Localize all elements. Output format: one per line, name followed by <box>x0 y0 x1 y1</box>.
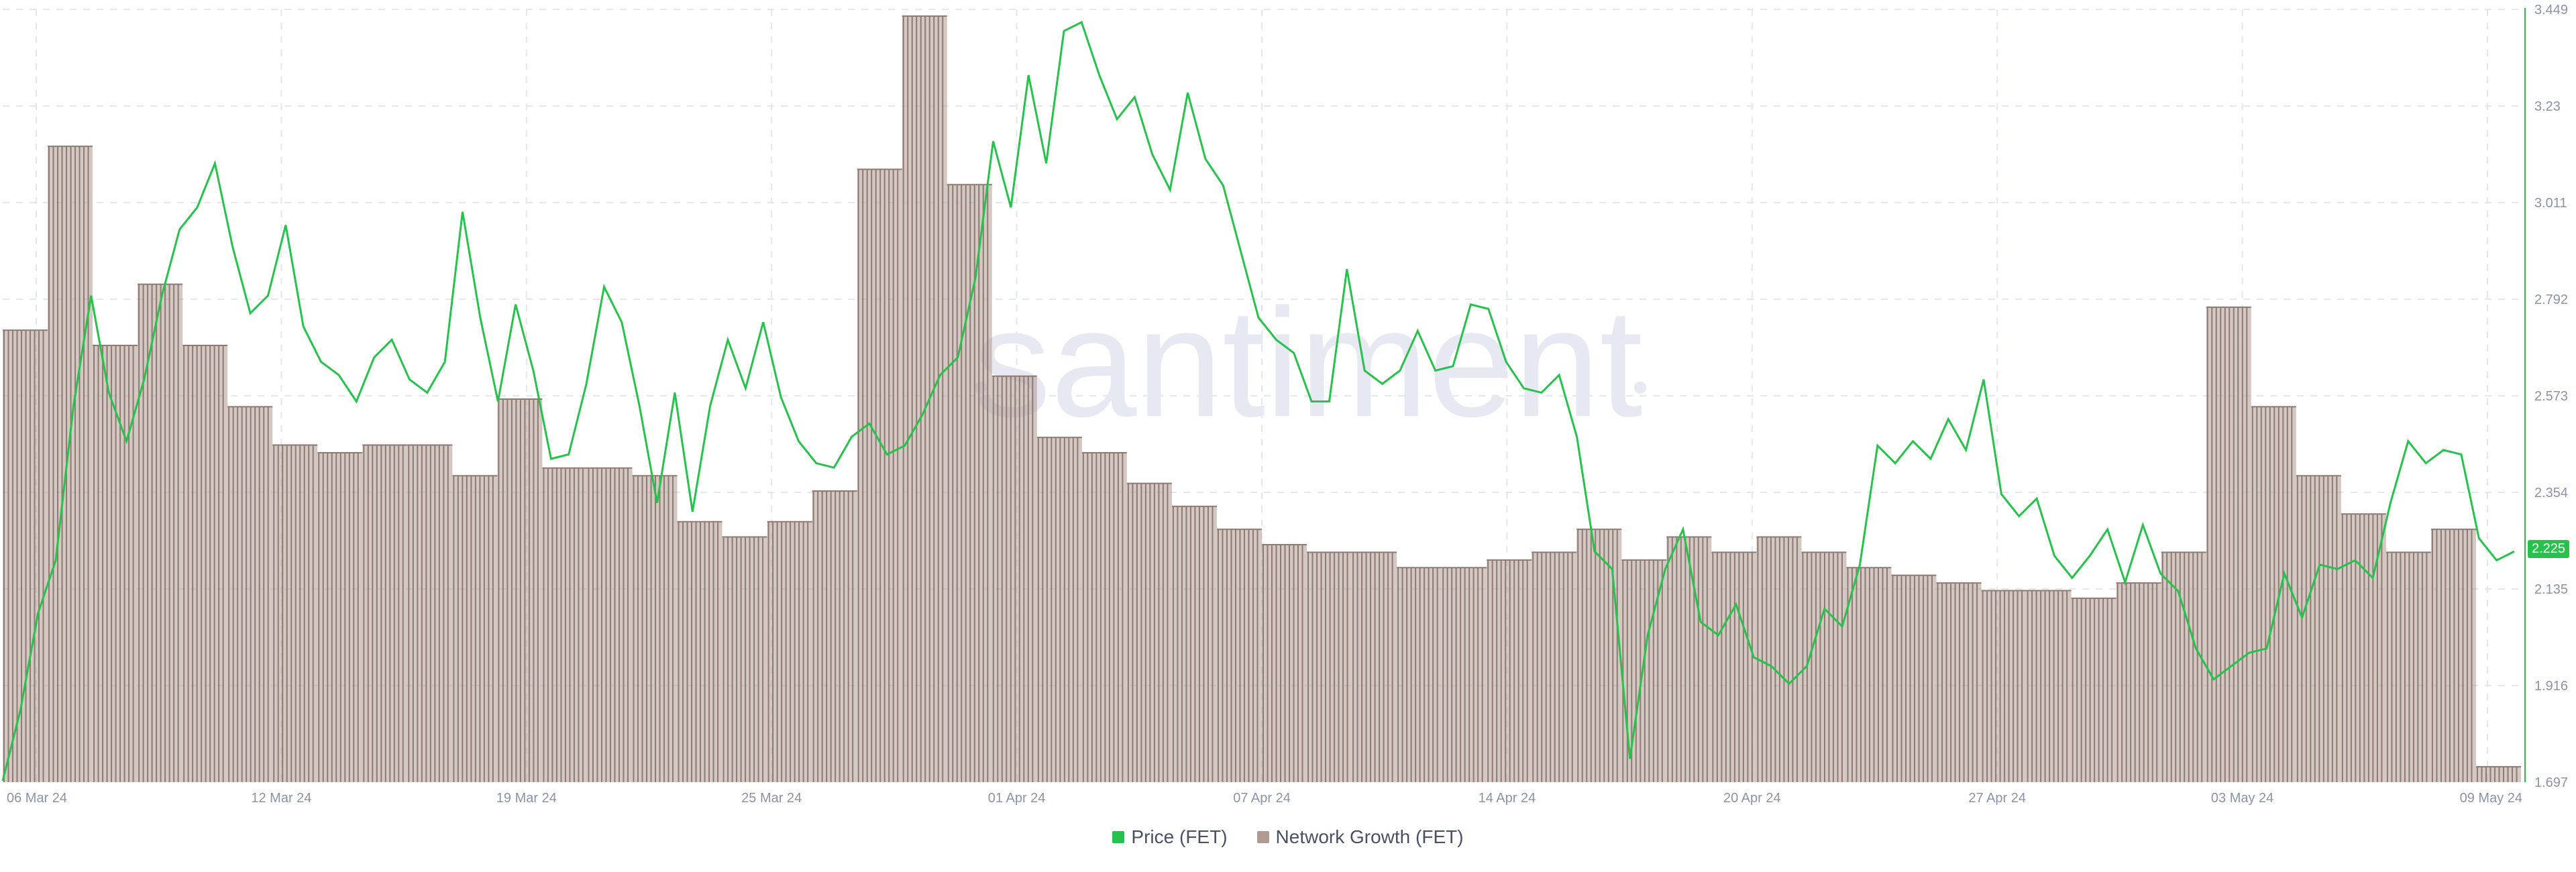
network-growth-bar[interactable] <box>677 521 722 782</box>
network-growth-bar[interactable] <box>1126 482 1172 782</box>
network-growth-bar[interactable] <box>767 521 812 782</box>
y-tick-label: 2.354 <box>2534 486 2568 500</box>
network-growth-bar[interactable] <box>407 444 453 782</box>
legend-item-network[interactable]: Network Growth (FET) <box>1256 826 1464 848</box>
network-growth-bar[interactable] <box>452 475 498 782</box>
network-growth-bar[interactable] <box>182 345 228 782</box>
network-growth-bar[interactable] <box>272 444 318 782</box>
network-growth-bar[interactable] <box>2026 590 2072 783</box>
y-tick-label: 1.916 <box>2534 679 2568 694</box>
network-growth-bar[interactable] <box>812 490 857 782</box>
network-growth-bar[interactable] <box>48 146 93 782</box>
network-growth-bar[interactable] <box>1891 574 1937 782</box>
network-growth-bar[interactable] <box>2296 475 2341 782</box>
network-growth-bar[interactable] <box>2385 551 2431 782</box>
network-growth-bar[interactable] <box>1936 582 1982 782</box>
x-tick-label: 01 Apr 24 <box>988 791 1046 806</box>
network-growth-bar[interactable] <box>722 536 767 782</box>
network-growth-bar[interactable] <box>1981 590 2027 783</box>
x-tick-label: 19 Mar 24 <box>496 791 557 806</box>
network-growth-bar[interactable] <box>2430 529 2476 782</box>
network-growth-bar[interactable] <box>2161 551 2206 782</box>
current-price-badge: 2.225 <box>2528 539 2570 558</box>
network-growth-bar[interactable] <box>2071 597 2116 782</box>
network-growth-bar[interactable] <box>1171 505 1217 782</box>
y-tick-label: 2.792 <box>2534 292 2568 307</box>
network-growth-bar[interactable] <box>947 184 992 782</box>
y-tick-label: 3.23 <box>2534 99 2561 114</box>
network-growth-bar[interactable] <box>2251 406 2296 782</box>
network-growth-bar[interactable] <box>2341 513 2386 782</box>
network-swatch <box>1256 831 1269 843</box>
network-growth-bar[interactable] <box>2116 582 2161 782</box>
network-growth-bar[interactable] <box>3 329 48 783</box>
price-swatch <box>1112 831 1125 843</box>
x-tick-label: 07 Apr 24 <box>1233 791 1291 806</box>
network-growth-bar[interactable] <box>857 168 902 782</box>
network-growth-bar[interactable] <box>2475 766 2521 782</box>
x-tick-label: 14 Apr 24 <box>1479 791 1536 806</box>
network-growth-bar[interactable] <box>362 444 408 782</box>
y-tick-label: 3.449 <box>2534 3 2568 17</box>
legend-label-network: Network Growth (FET) <box>1275 826 1464 847</box>
network-growth-bar[interactable] <box>902 15 947 782</box>
network-growth-bar[interactable] <box>1711 551 1757 782</box>
x-tick-label: 12 Mar 24 <box>251 791 311 806</box>
y-tick-label: 2.135 <box>2534 582 2568 597</box>
network-growth-bar[interactable] <box>1801 551 1847 782</box>
network-growth-bar[interactable] <box>1307 551 1352 782</box>
network-growth-bar[interactable] <box>1487 559 1532 782</box>
legend: Price (FET) Network Growth (FET) <box>0 826 2576 848</box>
network-growth-bar[interactable] <box>317 451 363 782</box>
network-growth-bar[interactable] <box>1576 529 1622 782</box>
network-growth-bar[interactable] <box>1352 551 1397 782</box>
network-growth-bar[interactable] <box>1036 437 1082 782</box>
network-growth-bar[interactable] <box>2206 306 2251 783</box>
legend-item-price[interactable]: Price (FET) <box>1112 826 1228 848</box>
network-growth-bar[interactable] <box>632 475 678 782</box>
network-growth-bars <box>3 15 2521 783</box>
network-growth-bar[interactable] <box>93 345 138 782</box>
network-growth-bar[interactable] <box>1262 543 1307 782</box>
x-tick-label: 03 May 24 <box>2211 791 2273 806</box>
legend-label-price: Price (FET) <box>1131 826 1228 847</box>
price-line <box>1 20 2515 781</box>
network-growth-bar[interactable] <box>1846 567 1892 782</box>
network-growth-bar[interactable] <box>227 406 273 782</box>
y-tick-label: 1.697 <box>2534 775 2568 790</box>
y-tick-label: 3.011 <box>2534 196 2567 211</box>
x-tick-label: 25 Mar 24 <box>741 791 802 806</box>
network-growth-bar[interactable] <box>542 467 588 782</box>
x-axis-ticks: 06 Mar 24 12 Mar 24 19 Mar 24 25 Mar 24 01 A… <box>7 791 2522 806</box>
x-tick-label: 06 Mar 24 <box>7 791 67 806</box>
network-growth-bar[interactable] <box>1621 559 1667 782</box>
x-tick-label: 09 May 24 <box>2460 791 2522 806</box>
network-growth-bar[interactable] <box>1081 451 1127 782</box>
network-growth-bar[interactable] <box>1666 536 1712 782</box>
network-growth-bar[interactable] <box>497 398 543 782</box>
network-growth-bar[interactable] <box>138 283 183 782</box>
y-tick-label: 2.573 <box>2534 389 2568 404</box>
network-growth-bar[interactable] <box>587 467 633 782</box>
network-growth-bar[interactable] <box>1756 536 1802 782</box>
network-growth-bar[interactable] <box>1532 551 1577 782</box>
santiment-watermark: santiment <box>973 276 1642 449</box>
x-tick-label: 27 Apr 24 <box>1968 791 2026 806</box>
y-axis-ticks: 1.697 1.916 2.135 2.354 2.573 2.792 3.011 3.23 3… <box>2534 3 2568 790</box>
network-growth-bar[interactable] <box>991 375 1037 782</box>
watermark-dot-right <box>1634 382 1646 394</box>
network-growth-bar[interactable] <box>1216 529 1262 782</box>
network-growth-bar[interactable] <box>1397 567 1442 782</box>
x-tick-label: 20 Apr 24 <box>1723 791 1781 806</box>
network-growth-bar[interactable] <box>1442 567 1487 782</box>
